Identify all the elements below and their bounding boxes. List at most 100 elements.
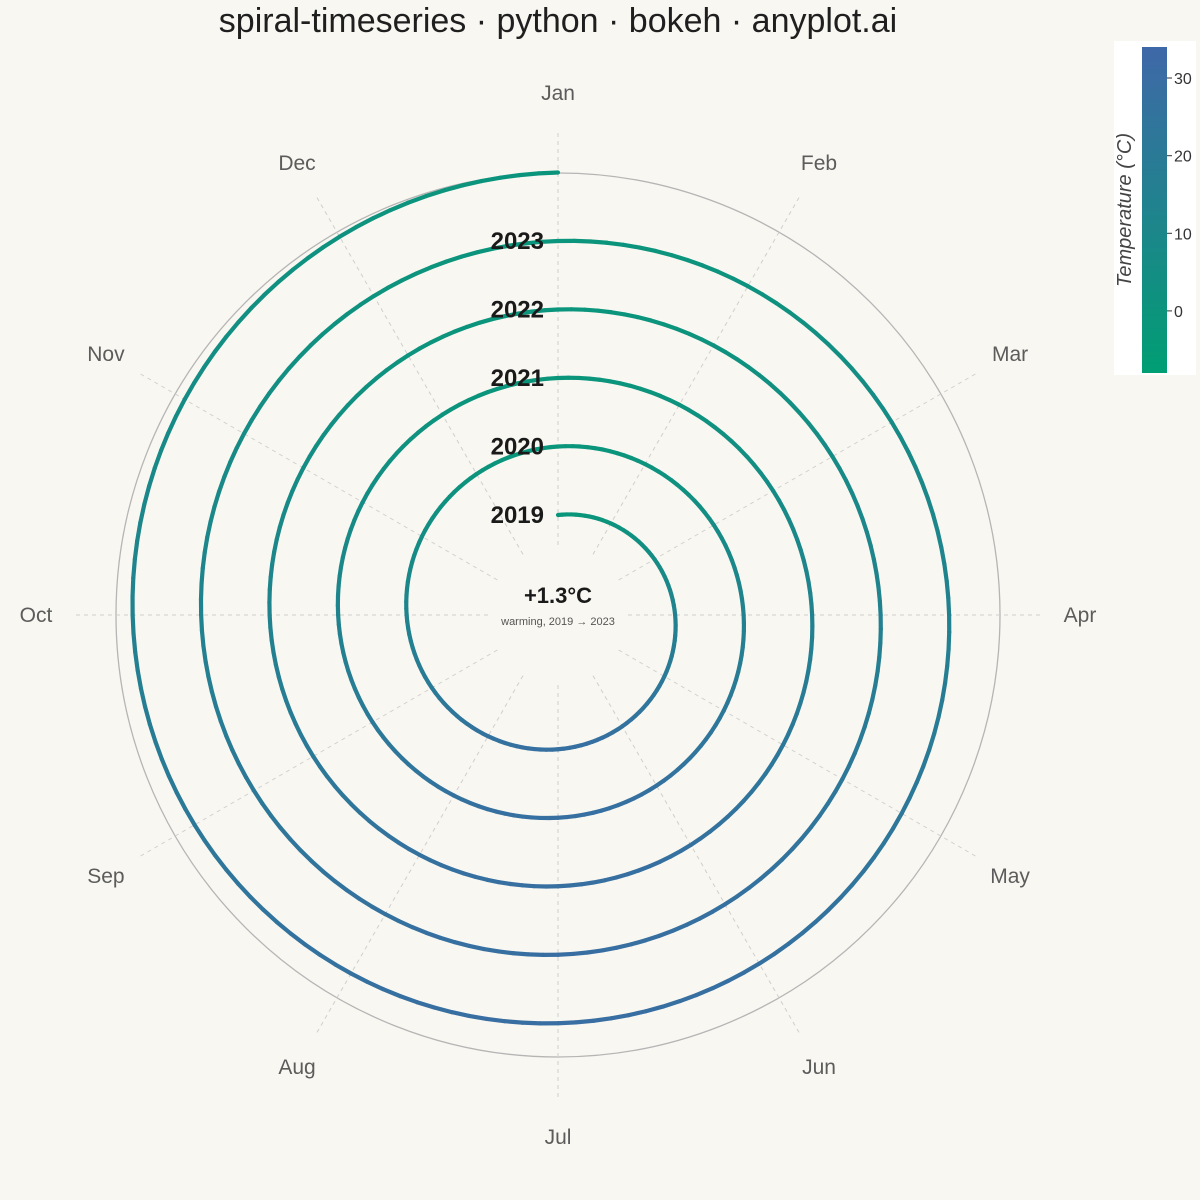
spiral-segment (198, 581, 204, 602)
spiral-segment (817, 801, 830, 818)
spiral-segment (444, 254, 465, 264)
month-spoke (592, 675, 801, 1036)
spiral-segment (520, 1020, 543, 1026)
spiral-segment (932, 714, 941, 736)
spiral-segment (648, 318, 666, 327)
spiral-segment (657, 928, 676, 938)
spiral-segment (498, 173, 522, 180)
spiral-segment (595, 308, 614, 315)
spiral-segment (406, 346, 422, 358)
spiral-segment (202, 349, 217, 370)
spiral-segment (555, 1020, 578, 1026)
spiral-segment (711, 343, 728, 355)
spiral-segment (523, 239, 544, 246)
colorbar-tick-label: 10 (1174, 226, 1192, 243)
spiral-segment (837, 466, 849, 483)
spiral-segment (880, 406, 894, 425)
spiral-segment (906, 449, 918, 470)
spiral-segment (694, 986, 715, 998)
spiral-segment (460, 179, 484, 188)
spiral-segment (142, 704, 152, 727)
spiral-segment (383, 912, 401, 924)
spiral-segment (236, 761, 249, 780)
spiral-segment (697, 909, 715, 921)
spiral-segment (305, 244, 326, 261)
spiral-segment (604, 240, 626, 247)
spiral-segment (757, 373, 772, 386)
spiral-segment (414, 1000, 437, 1010)
spiral-segment (846, 751, 857, 769)
spiral-segment (850, 491, 860, 509)
spiral-segment (710, 902, 728, 914)
spiral-segment (321, 234, 342, 250)
spiral-segment (138, 686, 148, 709)
spiral-segment (209, 689, 219, 709)
spiral-segment (925, 496, 936, 517)
spiral-segment (779, 847, 795, 862)
spiral-segment (241, 417, 254, 436)
spiral-segment (258, 391, 272, 409)
spiral-segment (715, 269, 736, 281)
spiral-segment (653, 248, 674, 258)
spiral-segment (298, 848, 314, 864)
month-spoke (618, 649, 979, 858)
spiral-segment (276, 366, 292, 383)
spiral-segment (303, 942, 323, 957)
spiral-segment (813, 907, 831, 925)
spiral-segment (628, 938, 648, 947)
colorbar-title: Temperature (°C) (1114, 133, 1136, 287)
spiral-segment (862, 710, 871, 729)
month-label-jun: Jun (802, 1056, 836, 1079)
spiral-segment (674, 326, 692, 336)
spiral-segment (201, 643, 208, 664)
spiral-segment (582, 307, 601, 313)
spiral-segment (370, 208, 393, 221)
spiral-segment (861, 855, 877, 874)
spiral-segment (731, 276, 750, 289)
spiral-segment (635, 315, 653, 323)
spiral-segment (213, 704, 223, 724)
spiral-segment (687, 331, 704, 342)
spiral-segment (777, 390, 793, 405)
spiral-segment (224, 320, 241, 339)
spiral-segment (321, 422, 334, 438)
spiral-segment (746, 876, 763, 890)
spiral-segment (700, 263, 721, 274)
month-label-nov: Nov (87, 343, 125, 366)
spiral-segment (746, 364, 762, 378)
spiral-segment (398, 994, 420, 1005)
spiral-segment (345, 302, 363, 317)
spiral-segment (936, 698, 945, 720)
spiral-segment (301, 454, 312, 471)
spiral-segment (424, 930, 443, 940)
spiral-segment (405, 194, 429, 205)
spiral-segment (490, 313, 508, 322)
spiral-segment (726, 970, 747, 983)
spiral-segment (609, 310, 627, 317)
spiral-segment (388, 200, 411, 213)
spiral-segment (249, 292, 267, 311)
spiral-segment (290, 477, 300, 494)
spiral-segment (946, 629, 952, 652)
spiral-segment (228, 445, 239, 465)
spiral-segment (345, 393, 360, 408)
spiral-segment (337, 402, 351, 417)
spiral-segment (573, 1018, 596, 1025)
spiral-segment (295, 465, 306, 482)
spiral-segment (852, 737, 863, 756)
spiral-segment (459, 250, 480, 259)
month-spoke (137, 649, 498, 858)
year-labels: 2019 2020 2021 2022 2023 (491, 228, 544, 529)
spiral-segment (200, 550, 207, 571)
spiral-segment (944, 578, 951, 601)
spiral-segment (358, 293, 376, 307)
spiral-segment (843, 478, 855, 496)
spiral-segment (274, 525, 282, 542)
spiral-segment (270, 549, 277, 567)
spiral-segment (314, 433, 326, 448)
colorbar: 0 10 20 30 Temperature (°C) (1114, 41, 1196, 375)
spiral-segment (826, 895, 843, 913)
warming-caption: warming, 2019 → 2023 (500, 616, 615, 628)
spiral-segment (608, 1013, 631, 1021)
spiral-segment (907, 780, 919, 801)
